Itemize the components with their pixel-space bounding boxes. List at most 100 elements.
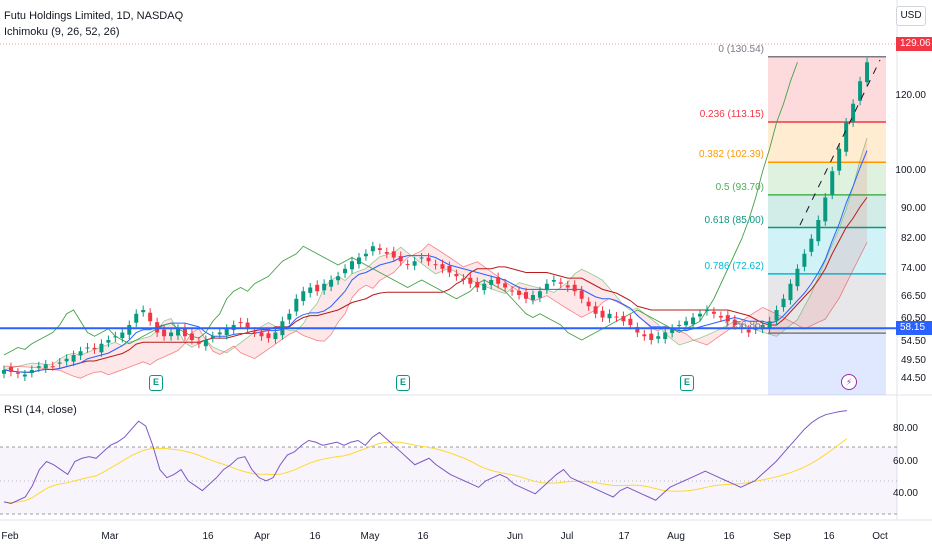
candle-body (363, 253, 368, 257)
price-tick-label: 66.50 (900, 290, 926, 302)
candle-body (809, 238, 814, 252)
candle-body (29, 370, 34, 374)
candle-body (593, 306, 598, 314)
price-tick-label: 49.50 (900, 354, 926, 366)
price-tick-label: 100.00 (895, 165, 926, 177)
time-tick-label: Mar (101, 531, 119, 542)
time-tick-label: 16 (309, 531, 321, 542)
candle-body (572, 284, 577, 292)
fib-level-label: 0.786 (72.62) (704, 260, 765, 272)
rsi-indicator (3, 410, 848, 504)
candle-body (78, 351, 83, 356)
candle-body (677, 325, 682, 326)
candle-body (2, 370, 6, 374)
candle-body (384, 252, 389, 254)
candle-body (454, 274, 459, 277)
candle-body (537, 291, 542, 298)
candle-body (732, 319, 737, 325)
candle-body (426, 257, 431, 262)
candle-body (489, 280, 494, 285)
dividend-icon[interactable]: ⚡ (841, 374, 857, 390)
time-tick-label: 17 (618, 531, 630, 542)
candle-body (294, 298, 299, 312)
fib-level-label: 0.618 (85.00) (704, 214, 765, 226)
rsi-tick-label: 60.00 (892, 455, 918, 467)
candle-body (412, 261, 417, 266)
fib-zone (768, 162, 886, 195)
candle-body (301, 291, 306, 301)
ichimoku-legend[interactable]: Ichimoku (9, 26, 52, 26) (4, 26, 120, 38)
fib-zone (768, 121, 886, 163)
candle-body (182, 328, 187, 337)
kijun-line (3, 197, 868, 373)
candle-body (628, 318, 633, 325)
candle-body (92, 347, 97, 350)
candle-body (224, 328, 229, 336)
rsi-legend[interactable]: RSI (14, close) (4, 404, 77, 416)
candle-body (830, 171, 835, 195)
candle-body (774, 310, 779, 321)
fib-zone (768, 273, 886, 334)
candle-body (22, 374, 27, 377)
symbol-legend[interactable]: Futu Holdings Limited, 1D, NASDAQ (4, 10, 184, 22)
candle-body (308, 287, 313, 293)
time-tick-label: Oct (872, 531, 888, 542)
candle-body (189, 333, 194, 340)
fib-level-label: 0 (130.54) (718, 43, 764, 55)
candle-body (252, 331, 257, 333)
candle-body (64, 358, 69, 362)
candle-body (517, 290, 522, 295)
candle-body (203, 340, 208, 347)
candle-body (398, 256, 403, 262)
projection-arrow[interactable] (799, 59, 881, 226)
time-tick-label: Aug (667, 531, 685, 542)
fib-level-label: 0.236 (113.15) (699, 108, 764, 120)
candle-body (8, 367, 13, 372)
candle-body (43, 364, 48, 369)
fibonacci-retracement[interactable] (768, 55, 886, 395)
price-tick-label: 54.50 (900, 335, 926, 347)
earnings-icon[interactable]: E (149, 375, 163, 391)
candle-body (607, 313, 612, 319)
candle-body (468, 277, 473, 284)
last-price-badge: 129.06 (896, 37, 932, 51)
candle-body (356, 257, 361, 265)
candle-body (544, 283, 549, 290)
price-tick-label: 44.50 (900, 373, 926, 385)
candle-body (447, 266, 452, 273)
candle-body (718, 315, 723, 318)
candle-body (370, 246, 375, 252)
candle-body (725, 315, 730, 322)
earnings-icon[interactable]: E (680, 375, 694, 391)
candle-body (635, 327, 640, 333)
candle-body (169, 332, 174, 337)
time-tick-label: May (360, 531, 380, 542)
candle-body (663, 332, 668, 340)
candle-body (196, 341, 201, 344)
candle-body (266, 333, 271, 339)
candle-body (642, 334, 647, 337)
candle-body (433, 264, 438, 266)
candle-body (287, 313, 292, 320)
candle-body (565, 285, 570, 288)
candle-body (329, 280, 334, 287)
earnings-icon[interactable]: E (396, 375, 410, 391)
candle-body (781, 298, 786, 308)
rsi-tick-label: 80.00 (892, 423, 918, 435)
candle-body (238, 322, 243, 324)
fib-zone (768, 333, 886, 395)
candle-body (259, 332, 264, 337)
candle-body (503, 283, 508, 288)
rsi-ma-line (3, 438, 848, 504)
candle-body (15, 372, 20, 374)
time-tick-label: 16 (823, 531, 835, 542)
candle-body (210, 336, 215, 338)
candle-body (461, 278, 466, 280)
candle-body (85, 347, 90, 349)
currency-selector[interactable]: USD (896, 6, 926, 26)
candle-body (788, 283, 793, 301)
candle-body (343, 268, 348, 274)
candle-body (134, 313, 139, 323)
